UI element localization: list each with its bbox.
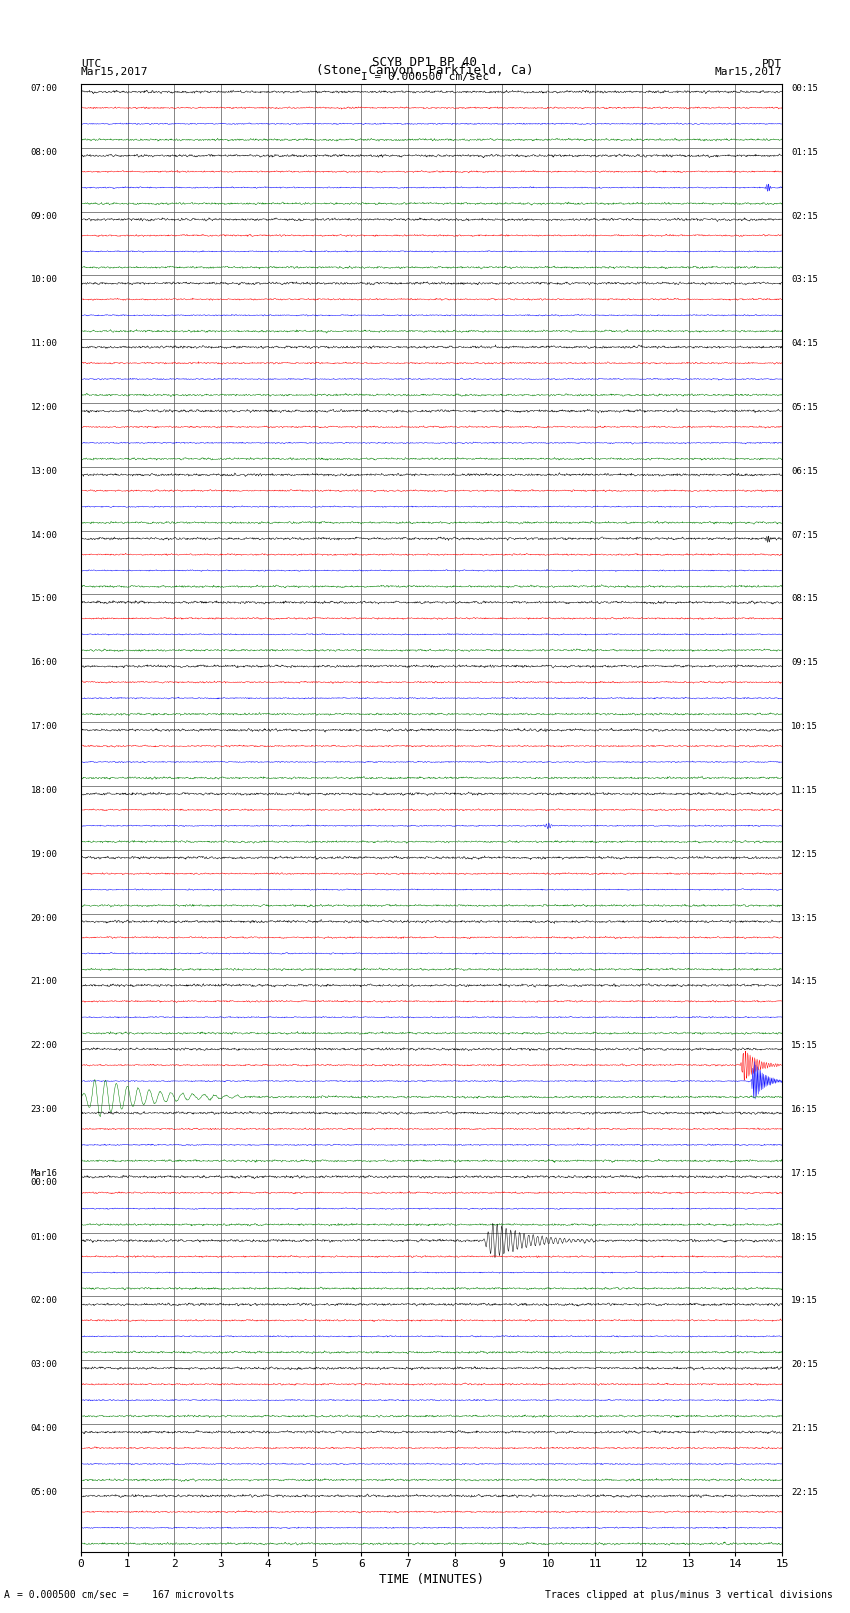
Text: Mar16
00:00: Mar16 00:00 xyxy=(31,1169,57,1187)
Text: 18:00: 18:00 xyxy=(31,786,57,795)
Text: 08:00: 08:00 xyxy=(31,148,57,156)
Text: 02:00: 02:00 xyxy=(31,1297,57,1305)
Text: 20:00: 20:00 xyxy=(31,913,57,923)
Text: 12:00: 12:00 xyxy=(31,403,57,411)
Text: 15:15: 15:15 xyxy=(791,1040,819,1050)
Text: UTC: UTC xyxy=(81,58,101,69)
Text: 22:15: 22:15 xyxy=(791,1487,819,1497)
Text: 10:00: 10:00 xyxy=(31,276,57,284)
Text: PDT: PDT xyxy=(762,58,782,69)
Text: 18:15: 18:15 xyxy=(791,1232,819,1242)
Text: 17:15: 17:15 xyxy=(791,1169,819,1177)
Text: Mar15,2017: Mar15,2017 xyxy=(715,66,782,77)
Text: 03:15: 03:15 xyxy=(791,276,819,284)
Text: 13:00: 13:00 xyxy=(31,466,57,476)
Text: 09:00: 09:00 xyxy=(31,211,57,221)
Text: 11:00: 11:00 xyxy=(31,339,57,348)
Text: 19:15: 19:15 xyxy=(791,1297,819,1305)
Text: 14:00: 14:00 xyxy=(31,531,57,540)
Text: 23:00: 23:00 xyxy=(31,1105,57,1115)
Text: 01:00: 01:00 xyxy=(31,1232,57,1242)
Text: 17:00: 17:00 xyxy=(31,723,57,731)
Text: 19:00: 19:00 xyxy=(31,850,57,858)
Text: 21:00: 21:00 xyxy=(31,977,57,986)
Text: (Stone Canyon, Parkfield, Ca): (Stone Canyon, Parkfield, Ca) xyxy=(316,63,534,77)
Text: 10:15: 10:15 xyxy=(791,723,819,731)
Text: 02:15: 02:15 xyxy=(791,211,819,221)
Text: 15:00: 15:00 xyxy=(31,595,57,603)
Text: 07:15: 07:15 xyxy=(791,531,819,540)
Text: 08:15: 08:15 xyxy=(791,595,819,603)
Text: 13:15: 13:15 xyxy=(791,913,819,923)
Text: Mar15,2017: Mar15,2017 xyxy=(81,66,148,77)
Text: 04:00: 04:00 xyxy=(31,1424,57,1432)
Text: 22:00: 22:00 xyxy=(31,1040,57,1050)
Text: 04:15: 04:15 xyxy=(791,339,819,348)
Text: 12:15: 12:15 xyxy=(791,850,819,858)
Text: 00:15: 00:15 xyxy=(791,84,819,94)
Text: 01:15: 01:15 xyxy=(791,148,819,156)
Text: 21:15: 21:15 xyxy=(791,1424,819,1432)
Text: I = 0.000500 cm/sec: I = 0.000500 cm/sec xyxy=(361,73,489,82)
Text: 11:15: 11:15 xyxy=(791,786,819,795)
Text: Traces clipped at plus/minus 3 vertical divisions: Traces clipped at plus/minus 3 vertical … xyxy=(545,1590,833,1600)
Text: 14:15: 14:15 xyxy=(791,977,819,986)
Text: A: A xyxy=(4,1590,10,1600)
Text: 20:15: 20:15 xyxy=(791,1360,819,1369)
Text: 05:00: 05:00 xyxy=(31,1487,57,1497)
Text: 16:00: 16:00 xyxy=(31,658,57,668)
Text: 16:15: 16:15 xyxy=(791,1105,819,1115)
Text: 05:15: 05:15 xyxy=(791,403,819,411)
Text: 07:00: 07:00 xyxy=(31,84,57,94)
Text: 06:15: 06:15 xyxy=(791,466,819,476)
Text: = 0.000500 cm/sec =    167 microvolts: = 0.000500 cm/sec = 167 microvolts xyxy=(17,1590,235,1600)
Text: 09:15: 09:15 xyxy=(791,658,819,668)
Text: SCYB DP1 BP 40: SCYB DP1 BP 40 xyxy=(372,55,478,69)
Text: 03:00: 03:00 xyxy=(31,1360,57,1369)
X-axis label: TIME (MINUTES): TIME (MINUTES) xyxy=(379,1573,484,1586)
